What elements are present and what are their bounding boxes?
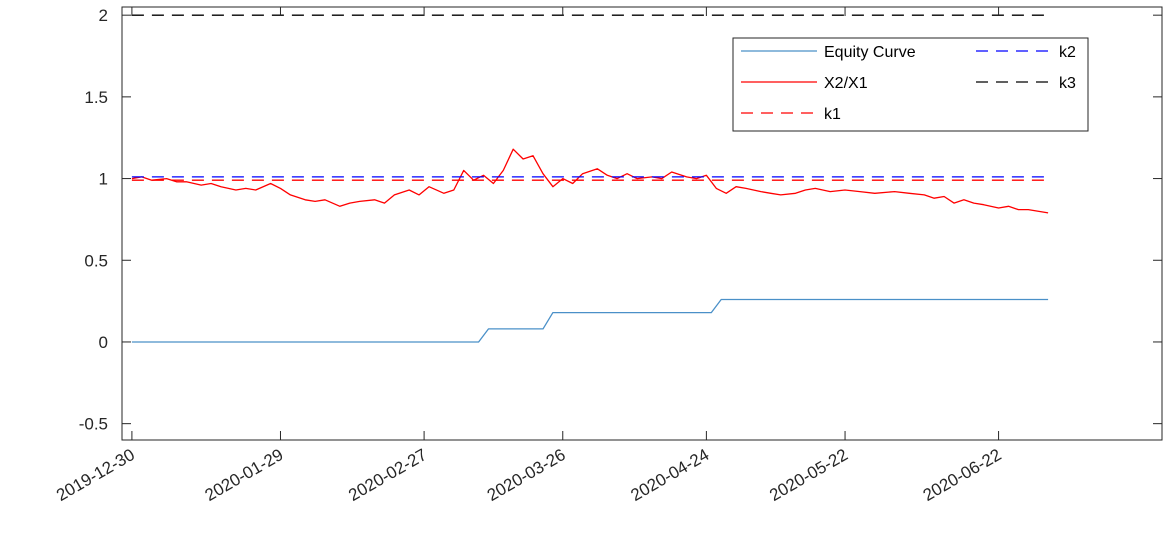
- legend-label-k3: k3: [1059, 75, 1076, 92]
- legend: Equity Curve k2 X2/X1 k3 k1: [732, 37, 1089, 132]
- x-tick-label: 2020-05-22: [766, 445, 851, 505]
- series-layer: [131, 14, 1049, 343]
- x-tick-label: 2020-03-26: [484, 445, 569, 505]
- x-tick-label: 2020-06-22: [920, 445, 1005, 505]
- y-tick-label: 2: [99, 6, 108, 25]
- y-tick-label: 0.5: [84, 251, 108, 270]
- x-tick-label: 2020-02-27: [345, 445, 430, 505]
- legend-label-x2-x1: X2/X1: [824, 75, 868, 92]
- legend-box: [732, 37, 1089, 132]
- x-tick-label: 2020-01-29: [202, 445, 287, 505]
- axes-box: [121, 6, 1163, 441]
- y-tick-label: 1: [99, 170, 108, 189]
- legend-label-equity-curve: Equity Curve: [824, 44, 916, 61]
- series-line-equity-curve: [131, 298, 1049, 343]
- series-line-x2-x1: [131, 148, 1049, 214]
- legend-label-k1: k1: [824, 106, 841, 123]
- y-tick-label: -0.5: [79, 415, 108, 434]
- x-tick-label: 2020-04-24: [628, 445, 713, 505]
- legend-label-k2: k2: [1059, 44, 1076, 61]
- y-tick-label: 0: [99, 333, 108, 352]
- y-tick-label: 1.5: [84, 88, 108, 107]
- x-tick-label: 2019-12-30: [53, 445, 138, 505]
